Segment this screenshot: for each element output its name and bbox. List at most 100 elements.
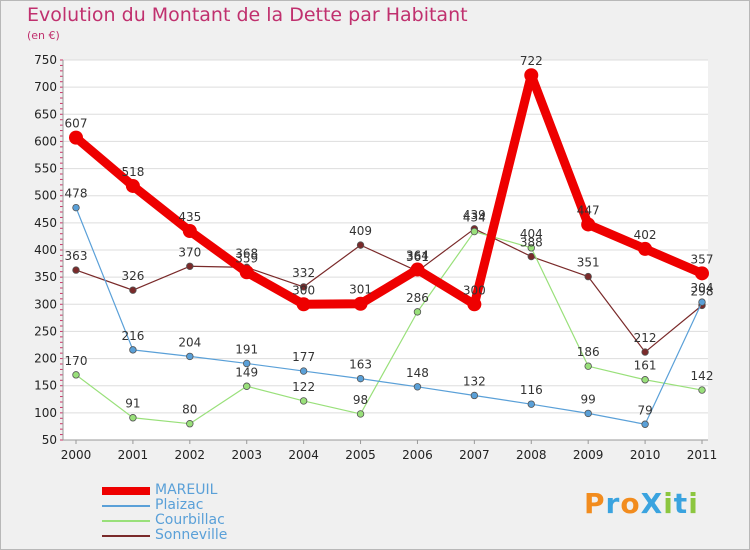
y-tick-label: 150 bbox=[34, 379, 57, 393]
x-tick-label: 2009 bbox=[573, 448, 604, 462]
legend-swatch-courbillac bbox=[102, 520, 150, 522]
data-label-mareuil: 402 bbox=[634, 228, 657, 242]
data-label-mareuil: 607 bbox=[65, 117, 88, 131]
data-label-mareuil: 357 bbox=[691, 252, 714, 266]
y-tick-label: 750 bbox=[34, 53, 57, 67]
chart-unit: (en €) bbox=[27, 29, 60, 42]
data-label-sonneville: 370 bbox=[178, 245, 201, 259]
data-point-courbillac bbox=[584, 362, 592, 370]
data-label-plaizac: 204 bbox=[178, 335, 201, 349]
data-label-sonneville: 368 bbox=[235, 246, 258, 260]
logo-letter: i bbox=[688, 487, 699, 520]
y-tick-label: 400 bbox=[34, 243, 57, 257]
chart-title: Evolution du Montant de la Dette par Hab… bbox=[27, 4, 468, 26]
data-point-mareuil bbox=[581, 217, 596, 232]
data-point-courbillac bbox=[641, 376, 649, 384]
data-point-courbillac bbox=[698, 386, 706, 394]
data-point-sonneville bbox=[299, 283, 308, 291]
data-point-mareuil bbox=[353, 296, 368, 311]
data-point-plaizac bbox=[641, 420, 649, 428]
data-point-mareuil bbox=[524, 68, 539, 83]
data-label-mareuil: 435 bbox=[178, 210, 201, 224]
data-point-plaizac bbox=[72, 203, 80, 212]
data-point-plaizac bbox=[243, 359, 251, 368]
data-label-courbillac: 186 bbox=[577, 345, 600, 359]
logo-letter: P bbox=[584, 487, 606, 520]
data-label-plaizac: 304 bbox=[691, 281, 714, 295]
data-label-courbillac: 142 bbox=[691, 369, 714, 383]
data-label-courbillac: 286 bbox=[406, 291, 429, 305]
data-labels: 363 326 370 368 332 409 361 439 388 351 212 298 170 9… bbox=[65, 54, 714, 417]
data-label-courbillac: 98 bbox=[353, 393, 368, 407]
data-label-sonneville: 351 bbox=[577, 256, 600, 270]
data-label-mareuil: 301 bbox=[349, 283, 372, 297]
data-label-plaizac: 116 bbox=[520, 383, 543, 397]
grid bbox=[63, 59, 708, 441]
y-tick-label: 200 bbox=[34, 352, 57, 366]
data-label-sonneville: 326 bbox=[121, 269, 144, 283]
data-label-plaizac: 132 bbox=[463, 374, 486, 388]
data-label-plaizac: 148 bbox=[406, 366, 429, 380]
data-point-plaizac bbox=[698, 298, 706, 306]
x-tick-label: 2000 bbox=[61, 448, 92, 462]
data-point-courbillac bbox=[186, 420, 194, 428]
y-tick-label: 100 bbox=[34, 406, 57, 420]
legend-swatch-plaizac bbox=[102, 505, 150, 507]
y-tick-label: 300 bbox=[34, 297, 57, 311]
data-label-sonneville: 298 bbox=[691, 284, 714, 298]
data-label-mareuil: 447 bbox=[577, 203, 600, 217]
legend-swatch-sonneville bbox=[102, 535, 150, 537]
data-point-sonneville bbox=[186, 262, 194, 270]
x-tick-label: 2010 bbox=[630, 448, 661, 462]
data-label-courbillac: 80 bbox=[182, 403, 197, 417]
data-point-mareuil bbox=[69, 130, 83, 145]
data-point-courbillac bbox=[299, 397, 308, 405]
data-label-sonneville: 388 bbox=[520, 236, 543, 250]
data-label-courbillac: 122 bbox=[292, 380, 315, 394]
data-point-plaizac bbox=[129, 346, 137, 354]
data-point-sonneville bbox=[356, 241, 365, 249]
series-line-courbillac bbox=[75, 230, 703, 425]
data-point-plaizac bbox=[470, 391, 479, 400]
data-label-mareuil: 300 bbox=[292, 283, 315, 297]
x-tick-label: 2005 bbox=[345, 448, 376, 462]
data-label-courbillac: 161 bbox=[634, 359, 657, 373]
y-tick-label: 50 bbox=[42, 433, 57, 447]
data-label-courbillac: 170 bbox=[65, 354, 88, 368]
y-tick-label: 650 bbox=[34, 107, 57, 121]
data-point-courbillac bbox=[243, 382, 251, 390]
data-label-mareuil: 364 bbox=[406, 249, 429, 263]
data-point-mareuil bbox=[125, 178, 140, 193]
data-point-mareuil bbox=[638, 241, 653, 256]
y-tick-label: 250 bbox=[34, 324, 57, 338]
data-label-plaizac: 478 bbox=[65, 187, 88, 201]
logo-letter: o bbox=[620, 487, 641, 520]
data-label-mareuil: 722 bbox=[520, 54, 543, 68]
data-point-courbillac bbox=[413, 308, 422, 316]
data-point-plaizac bbox=[527, 400, 535, 408]
data-label-plaizac: 79 bbox=[637, 403, 652, 417]
data-label-courbillac: 149 bbox=[235, 365, 258, 379]
data-point-plaizac bbox=[299, 367, 308, 375]
data-label-plaizac: 177 bbox=[292, 350, 315, 364]
data-point-courbillac bbox=[527, 244, 535, 252]
data-point-sonneville bbox=[129, 286, 137, 294]
data-point-sonneville bbox=[641, 348, 649, 356]
data-label-sonneville: 212 bbox=[634, 331, 657, 345]
data-label-sonneville: 439 bbox=[463, 208, 486, 222]
logo-letter: X bbox=[640, 487, 664, 520]
data-label-mareuil: 359 bbox=[235, 251, 258, 265]
data-point-plaizac bbox=[356, 374, 365, 383]
data-point-mareuil bbox=[182, 224, 197, 238]
y-tick-label: 450 bbox=[34, 216, 57, 230]
data-point-mareuil bbox=[296, 297, 311, 312]
legend-label-plaizac: Plaizac bbox=[155, 497, 204, 513]
legend-label-courbillac: Courbillac bbox=[155, 512, 225, 528]
series-line-mareuil bbox=[71, 70, 707, 309]
data-point-courbillac bbox=[72, 371, 80, 379]
data-label-sonneville: 332 bbox=[292, 266, 315, 280]
data-label-sonneville: 363 bbox=[65, 249, 88, 263]
legend-label-mareuil: MAREUIL bbox=[155, 482, 218, 498]
series-line-plaizac bbox=[75, 207, 703, 425]
data-point-sonneville bbox=[584, 272, 592, 281]
